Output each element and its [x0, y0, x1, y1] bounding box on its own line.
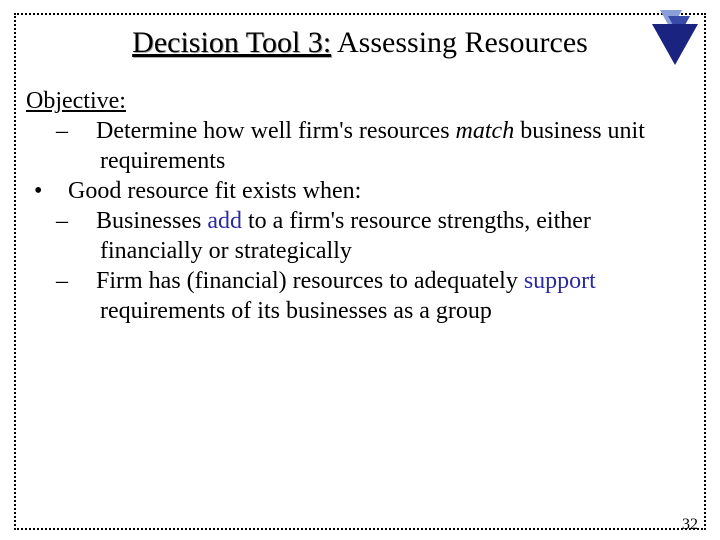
fit-item-2: –Firm has (financial) resources to adequ… [78, 266, 680, 326]
text: Businesses [96, 208, 207, 234]
title-rest: Assessing Resources [331, 26, 588, 59]
text: Firm has (financial) resources to adequa… [96, 268, 524, 294]
dash-icon: – [78, 116, 96, 146]
dash-icon: – [78, 266, 96, 296]
slide-title: Decision Tool 3: Assessing Resources [0, 26, 720, 60]
slide-body: Objective: –Determine how well firm's re… [26, 86, 680, 326]
page-number: 32 [682, 516, 698, 534]
add-word: add [207, 208, 242, 234]
objective-label: Objective: [26, 86, 680, 116]
title-prefix: Decision Tool 3: [132, 26, 331, 59]
match-word: match [456, 118, 515, 144]
dash-icon: – [78, 206, 96, 236]
text: requirements of its businesses as a grou… [100, 298, 492, 324]
text: Good resource fit exists when: [68, 178, 361, 204]
fit-item-1: –Businesses add to a firm's resource str… [78, 206, 680, 266]
objective-item: –Determine how well firm's resources mat… [78, 116, 680, 176]
fit-heading: •Good resource fit exists when: [52, 176, 680, 206]
support-word: support [524, 268, 596, 294]
bullet-icon: • [52, 176, 68, 206]
slide: Decision Tool 3: Assessing Resources Obj… [0, 0, 720, 540]
text: Determine how well firm's resources [96, 118, 456, 144]
